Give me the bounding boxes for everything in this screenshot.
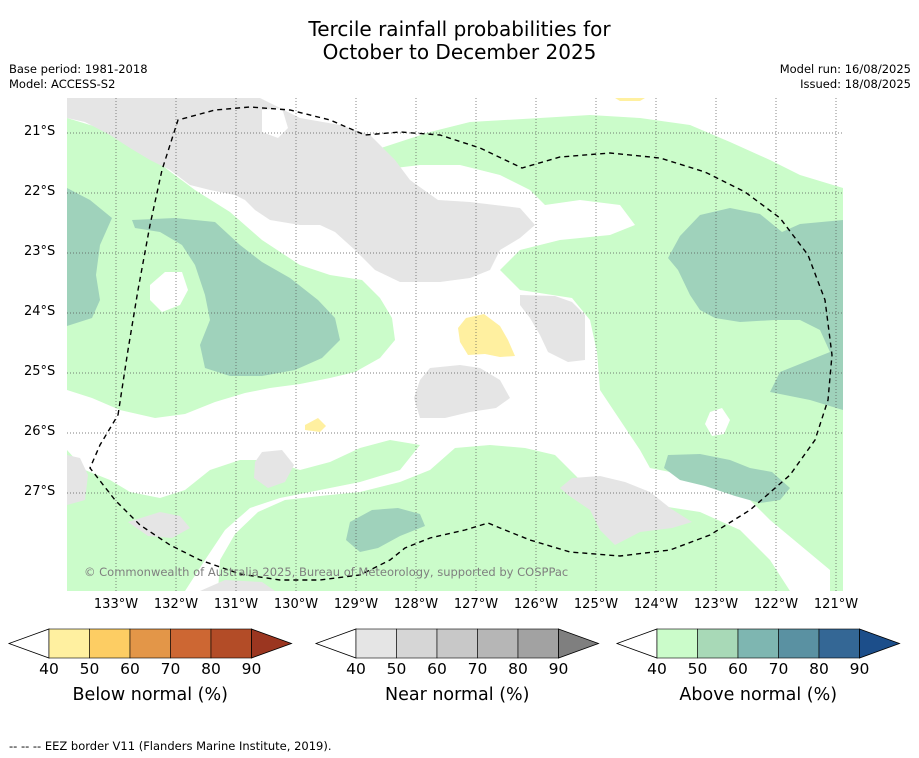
latitude-label: 23°S xyxy=(24,244,56,259)
near-normal-region xyxy=(414,365,510,418)
above-normal-region xyxy=(67,440,420,591)
no-signal-region xyxy=(705,408,730,436)
colorbar-tick: 50 xyxy=(79,660,100,678)
eez-footnote: -- -- -- EEZ border V11 (Flanders Marine… xyxy=(9,739,332,753)
colorbar-segment xyxy=(436,628,478,659)
model-run: Model run: 16/08/2025 xyxy=(779,62,911,76)
colorbar-tick: 50 xyxy=(386,660,407,678)
above-normal-50-region xyxy=(67,188,112,326)
colorbar-segment xyxy=(477,628,519,659)
colorbar-title: Below normal (%) xyxy=(72,685,228,705)
longitude-label: 126°W xyxy=(513,597,559,612)
map-area xyxy=(67,98,843,591)
longitude-label: 123°W xyxy=(693,597,739,612)
longitude-label: 124°W xyxy=(633,597,679,612)
colorbar-extend-high xyxy=(859,628,901,659)
colorbar xyxy=(7,628,293,659)
colorbar-tick: 60 xyxy=(120,660,140,678)
colorbar-extend-high xyxy=(558,628,600,659)
meta-right: Model run: 16/08/2025 Issued: 18/08/2025 xyxy=(780,62,911,92)
colorbar-tick: 80 xyxy=(508,660,528,678)
colorbar-tick: 70 xyxy=(768,660,789,678)
colorbar xyxy=(314,628,600,659)
above-normal-50-region xyxy=(668,208,843,410)
longitude-label: 125°W xyxy=(573,597,619,612)
longitude-label: 131°W xyxy=(213,597,259,612)
below-normal-region xyxy=(615,98,645,101)
above-normal-50-region xyxy=(346,508,425,552)
longitude-label: 127°W xyxy=(453,597,499,612)
colorbar-tick: 40 xyxy=(346,660,366,678)
colorbars-svg xyxy=(7,628,901,659)
base-period: Base period: 1981-2018 xyxy=(9,62,148,76)
latitude-label: 25°S xyxy=(24,364,56,379)
colorbar-tick: 70 xyxy=(160,660,181,678)
colorbar-tick: 60 xyxy=(728,660,748,678)
near-normal-region xyxy=(67,455,88,505)
graticule xyxy=(67,98,843,591)
latitude-label: 21°S xyxy=(24,124,56,139)
longitude-label: 132°W xyxy=(153,597,199,612)
colorbar-tick: 90 xyxy=(548,660,569,678)
colorbar-tick: 50 xyxy=(687,660,708,678)
colorbar-segment xyxy=(396,628,438,659)
colorbar-tick: 80 xyxy=(809,660,829,678)
colorbar-segment xyxy=(818,628,860,659)
latitude-label: 27°S xyxy=(24,484,56,499)
latitude-label: 22°S xyxy=(24,184,56,199)
colorbar-tick: 40 xyxy=(39,660,59,678)
colorbar-extend-high xyxy=(251,628,293,659)
colorbar-title: Above normal (%) xyxy=(679,685,838,705)
colorbar-segment xyxy=(89,628,131,659)
near-normal-region xyxy=(262,108,288,138)
no-signal-region xyxy=(150,272,188,312)
colorbar-title: Near normal (%) xyxy=(384,685,530,705)
near-normal-region xyxy=(67,98,535,282)
colorbar-tick: 40 xyxy=(647,660,667,678)
title-line-2: October to December 2025 xyxy=(322,40,597,64)
longitude-label: 130°W xyxy=(273,597,319,612)
map-title: Tercile rainfall probabilities for Octob… xyxy=(0,18,919,64)
colorbar-extend-low xyxy=(7,628,50,659)
title-line-1: Tercile rainfall probabilities for xyxy=(308,17,611,41)
colorbar-segment xyxy=(517,628,559,659)
near-normal-region xyxy=(200,580,275,591)
issued-date: Issued: 18/08/2025 xyxy=(800,77,911,91)
latitude-label: 26°S xyxy=(24,424,56,439)
colorbar-tick: 60 xyxy=(427,660,447,678)
colorbar-extend-low xyxy=(314,628,357,659)
colorbar-extend-low xyxy=(615,628,658,659)
latitude-label: 24°S xyxy=(24,304,56,319)
longitude-label: 133°W xyxy=(93,597,139,612)
below-normal-region xyxy=(305,418,326,432)
colorbar-segment xyxy=(656,628,698,659)
longitude-label: 128°W xyxy=(393,597,439,612)
longitude-label: 129°W xyxy=(333,597,379,612)
colorbar-segment xyxy=(48,628,90,659)
colorbar-segment xyxy=(355,628,397,659)
longitude-label: 121°W xyxy=(813,597,859,612)
colorbar-segment xyxy=(129,628,171,659)
eez-border xyxy=(89,106,833,581)
colorbar-tick: 70 xyxy=(467,660,488,678)
colorbar-segment xyxy=(778,628,820,659)
near-normal-region xyxy=(254,450,294,488)
colorbar-segment xyxy=(737,628,779,659)
colorbar-tick: 80 xyxy=(201,660,221,678)
near-normal-region xyxy=(560,476,692,545)
longitude-label: 122°W xyxy=(753,597,799,612)
colorbar-segment xyxy=(170,628,212,659)
colorbar-segment xyxy=(697,628,739,659)
model-name: Model: ACCESS-S2 xyxy=(9,77,116,91)
colorbar-segment xyxy=(210,628,252,659)
above-normal-50-region xyxy=(664,454,790,503)
colorbar-tick: 90 xyxy=(241,660,262,678)
below-normal-region xyxy=(458,314,515,357)
near-normal-region xyxy=(128,512,190,538)
copyright-notice: © Commonwealth of Australia 2025, Bureau… xyxy=(84,565,569,579)
meta-left: Base period: 1981-2018 Model: ACCESS-S2 xyxy=(9,62,148,92)
colorbar xyxy=(615,628,901,659)
colorbar-tick: 90 xyxy=(849,660,870,678)
